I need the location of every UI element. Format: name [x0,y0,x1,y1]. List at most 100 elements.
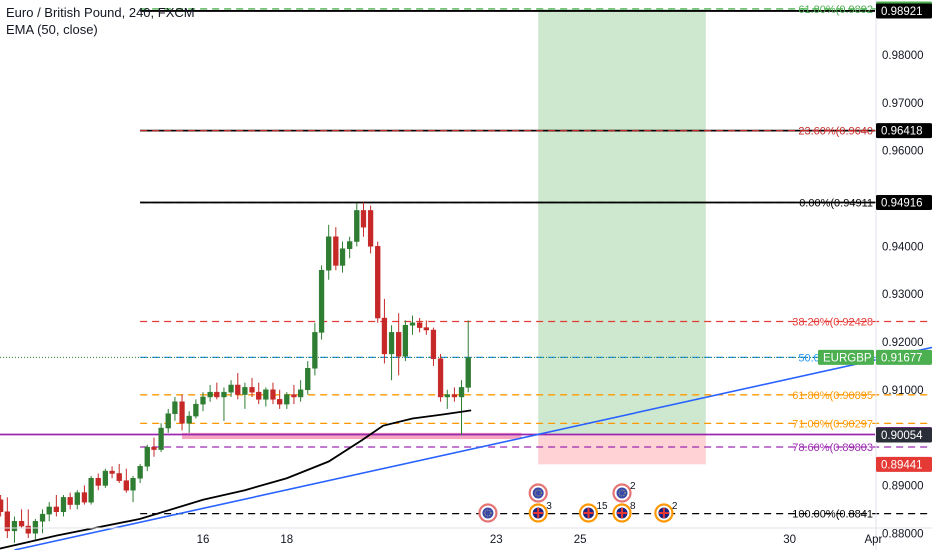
stop-zone [538,434,706,465]
price-tag: 0.96418 [876,123,932,139]
price-tick-label: 0.93000 [882,289,924,301]
eu-event-icon [478,503,498,523]
fib-labels: 61.80%(0.9892 23.60%(0.9640 0.00%(0.94911 3… [792,4,873,521]
candle-body [179,401,185,424]
eu-stars [484,509,492,517]
candle-body [151,446,157,450]
price-tag-bg [818,349,874,365]
candle-body [249,387,255,393]
candle-body [347,241,353,249]
candle-body [172,401,178,414]
price-tags: 0.989630.989210.964180.94916EURGBP0.9167… [818,1,932,472]
time-tick-label: 30 [783,534,796,546]
candle-body [451,394,458,398]
candle-body [221,391,227,398]
candle-body [158,427,164,450]
indicator-label[interactable]: EMA (50, close) [6,22,98,37]
candle-body [416,322,423,328]
price-tag-text: 0.89441 [881,459,923,471]
eu-stars [618,489,626,497]
candle-body [186,415,192,424]
event-count: 3 [546,501,552,512]
candle-body [263,389,269,400]
candle-body [242,387,248,395]
time-tick-label: 25 [574,534,587,546]
eu-event-icon: 2 [612,481,636,503]
candle-body [11,521,18,532]
candle-body [367,210,374,247]
fib-label: 78.60%(0.89803 [792,442,873,454]
price-tag-bg [876,194,932,210]
fib-label: 0.00%(0.94911 [799,197,873,209]
candle-body [123,480,129,491]
candle-body [144,446,150,467]
candle-body [46,506,52,515]
trendline [14,346,932,550]
eu-event-icon [528,483,548,503]
candle-body [18,521,25,527]
candle-body [88,478,94,503]
candle-body [200,396,206,405]
fib-label: 61.80%(0.9892 [798,4,873,16]
candle-body [53,506,60,512]
price-tag: 0.98921 [876,3,932,19]
candle-body [402,324,409,357]
support-zone [182,432,522,440]
candle-body [165,413,171,429]
candle-body [458,387,465,398]
price-tick-label: 0.98000 [882,50,924,62]
candle-body [444,394,450,398]
event-count: 15 [596,501,608,512]
candle-body [409,322,416,326]
candle-body [277,399,283,405]
eu-flag [482,507,494,519]
candle-body [0,499,4,512]
price-tag-bg [876,3,932,19]
candle-body [388,332,395,355]
trendline-path [14,346,932,550]
candles [0,202,471,543]
candle-body [381,317,388,355]
price-tag-bg [876,349,932,365]
time-tick-label: 16 [197,534,210,546]
fib-label: 61.80%(0.90895 [792,390,873,402]
candle-body [95,478,101,486]
candle-body [32,521,39,534]
time-axis: 111618232530Apr6 [0,527,932,546]
economic-events: 2 3 15 8 2 [478,481,678,523]
eu-stars [534,489,542,497]
fib-label: 23.60%(0.9640 [798,126,873,138]
price-tag: 0.89441 [876,456,932,472]
candle-body [228,384,234,393]
price-tag-text: 0.96418 [881,126,923,138]
candle-body [25,525,31,534]
fib-label: 71.00%(0.90297 [792,418,873,430]
candle-body [396,332,402,357]
candle-body [109,470,115,474]
candle-body [60,497,67,512]
ema-line [0,409,472,550]
symbol-title[interactable]: Euro / British Pound, 240, FXCM [6,5,195,20]
candle-body [339,248,346,266]
time-tick-label: Apr [864,534,882,546]
candle-body [130,478,136,491]
event-count: 8 [630,501,636,512]
candle-body [4,511,10,532]
price-tag: 0.90054 [876,427,932,443]
fib-label: 100.00%(0.8841 [792,509,873,521]
candle-body [67,497,73,505]
price-tag: 0.94916 [876,194,932,210]
uk-event-icon: 8 [612,501,636,523]
fib-label: 38.20%(0.92428 [792,316,873,328]
uk-event-icon: 15 [578,501,608,523]
candle-body [465,357,471,388]
candle-body [354,210,360,242]
candle-body [430,329,437,359]
price-tag-bg [876,456,932,472]
price-tag: 0.91677 [876,349,932,365]
candle-body [116,473,122,481]
candle-body [291,394,297,398]
candle-body [74,492,80,505]
horizontal-lines [0,8,932,515]
